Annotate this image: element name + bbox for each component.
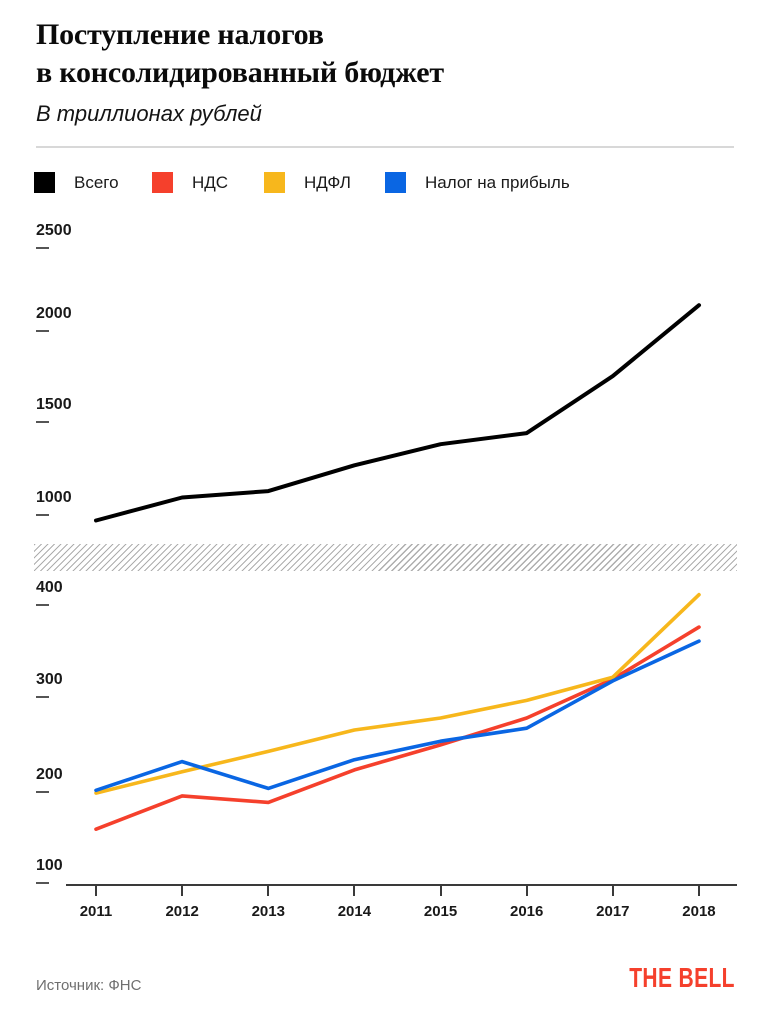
y-axis-tick-label: 400 <box>36 579 63 596</box>
y-axis-tick-mark <box>36 330 49 332</box>
y-axis-tick-mark <box>36 882 49 884</box>
x-axis-tick-mark <box>181 885 184 896</box>
legend-item-ndfl: НДФЛ <box>264 172 351 193</box>
y-axis-tick-label: 2000 <box>36 305 72 322</box>
x-axis-tick-mark <box>353 885 356 896</box>
legend-label: Налог на прибыль <box>425 173 570 192</box>
x-axis-tick-mark <box>697 885 700 896</box>
x-axis-year-label: 2015 <box>423 903 458 920</box>
y-axis-tick-mark <box>36 791 49 793</box>
x-axis-tick-mark <box>95 885 97 896</box>
x-axis-year-label: 2017 <box>596 903 630 920</box>
legend-item-nalog-na-pribyl: Налог на прибыль <box>385 172 570 193</box>
hatch-divider <box>34 544 737 571</box>
line-series-Налог на прибыль <box>94 639 701 793</box>
line-series-НДФЛ <box>94 592 701 795</box>
chart-subtitle: В триллионах рублей <box>36 101 262 126</box>
y-axis-tick-label: 200 <box>36 766 63 783</box>
x-axis-year-label: 2016 <box>510 903 544 920</box>
y-axis-tick-mark <box>36 421 49 423</box>
chart-title-line1: Поступление налогов <box>36 18 324 51</box>
legend-label: НДФЛ <box>304 173 351 192</box>
y-axis-tick-label: 1500 <box>36 396 72 413</box>
y-axis-tick-label: 1000 <box>36 489 72 506</box>
x-axis-year-label: 2012 <box>165 903 199 920</box>
legend-item-vsego: Всего <box>34 172 119 193</box>
x-axis-year-label: 2018 <box>682 903 716 920</box>
x-axis-tick-mark <box>611 885 614 896</box>
legend-label: НДС <box>192 173 229 192</box>
x-axis-tick-mark <box>439 885 442 896</box>
y-axis-tick-label: 300 <box>36 671 63 688</box>
x-axis-year-label: 2011 <box>79 903 113 920</box>
x-axis-tick-mark <box>525 885 528 896</box>
legend-swatch <box>34 172 55 193</box>
x-axis-year-label: 2013 <box>251 903 285 920</box>
y-axis-tick-label: 2500 <box>36 222 72 239</box>
legend-swatch <box>385 172 406 193</box>
source-note: Источник: ФНС <box>36 977 142 994</box>
x-axis-year-label: 2014 <box>337 903 372 920</box>
x-axis-tick-mark <box>267 885 270 896</box>
legend-swatch <box>152 172 173 193</box>
legend-item-nds: НДС <box>152 172 228 193</box>
y-axis-tick-mark <box>36 514 49 516</box>
chart-title: Поступление налогов в консолидированный … <box>36 16 444 92</box>
y-axis-tick-mark <box>36 604 49 606</box>
divider <box>36 146 734 148</box>
y-axis-tick-mark <box>36 696 49 698</box>
x-axis-line <box>66 884 737 886</box>
chart-title-line2: в консолидированный бюджет <box>36 56 444 89</box>
brand-logo: THE BELL <box>629 962 735 993</box>
legend-label: Всего <box>74 173 119 192</box>
y-axis-tick-mark <box>36 247 49 249</box>
y-axis-tick-label: 100 <box>36 857 63 874</box>
line-series-Всего <box>94 303 701 523</box>
line-series-НДС <box>94 625 701 832</box>
legend-swatch <box>264 172 285 193</box>
